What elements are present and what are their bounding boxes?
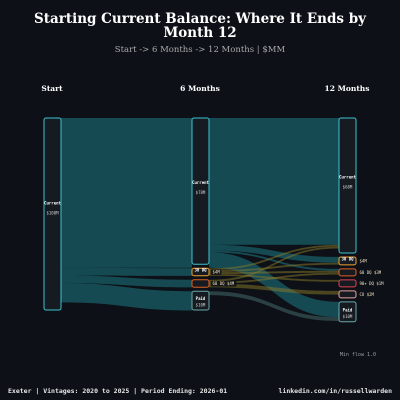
chart-title-line2: Month 12	[163, 25, 236, 41]
side-label-e_dq60: 60 DQ $3M	[360, 270, 382, 275]
flow-m_dq60-to-e_co	[209, 283, 339, 295]
flow-m_dq30-to-e_current	[209, 244, 339, 271]
node-e_dq90	[338, 279, 357, 288]
stage-label-start: Start	[41, 84, 63, 93]
side-label-bg-e_dq60	[358, 269, 384, 276]
node-label-e_current: Current	[339, 175, 356, 180]
side-label-bg-m_dq60	[211, 281, 237, 287]
node-m_paid	[191, 290, 210, 311]
node-m_dq60	[191, 279, 210, 288]
flow-s_current-to-m_dq60	[61, 275, 192, 288]
flow-m_current-to-e_current	[209, 118, 339, 245]
node-m_current	[191, 117, 210, 265]
node-label-e_dq30: 30 DQ	[341, 256, 354, 261]
flow-m_dq30-to-e_dq60	[209, 270, 339, 275]
side-label-bg-e_dq90	[358, 280, 386, 287]
stage-nodes	[43, 117, 357, 323]
node-label-m_paid: Paid	[196, 296, 206, 301]
footer-source: Exeter | Vintages: 2020 to 2025 | Period…	[8, 387, 227, 396]
flow-m_paid-to-e_paid	[209, 291, 339, 322]
node-value-e_current: $68M	[343, 185, 353, 190]
node-label-m_current: Current	[192, 180, 209, 185]
chart-subtitle: Start -> 6 Months -> 12 Months | $MM	[115, 45, 286, 55]
side-label-e_dq90: 90+ DQ $1M	[360, 281, 385, 286]
flow-links	[61, 118, 339, 322]
chart-title-line1: Starting Current Balance: Where It Ends …	[34, 11, 367, 27]
flow-m_current-to-e_paid	[209, 252, 339, 318]
flow-m_dq30-to-e_dq30	[209, 262, 339, 273]
node-label-e_paid: Paid	[343, 307, 353, 312]
node-value-m_current: $78M	[196, 190, 206, 195]
node-e_paid	[338, 301, 357, 323]
node-labels: Current $100M Current $78M 30 DQ $4M 60 DQ $4M…	[44, 175, 386, 319]
flow-m_current-to-e_dq30	[209, 244, 339, 263]
side-label-m_dq60: 60 DQ $4M	[213, 281, 235, 286]
node-e_dq30	[338, 256, 357, 266]
node-e_current	[338, 117, 357, 254]
side-label-bg-e_co	[358, 291, 376, 298]
node-m_dq30	[191, 267, 210, 277]
flow-s_current-to-m_paid	[61, 283, 192, 311]
node-s_current	[43, 117, 62, 311]
side-label-bg-m_dq30	[211, 269, 222, 275]
stage-label-12-months: 12 Months	[325, 84, 370, 93]
side-label-e_dq30: $4M	[360, 258, 368, 263]
node-value-s_current: $100M	[46, 210, 59, 215]
side-label-m_dq30: $4M	[213, 270, 221, 275]
flow-s_current-to-m_dq30	[61, 267, 192, 276]
flow-m_current-to-e_dq60	[209, 250, 339, 271]
flow-m_dq60-to-e_current	[209, 246, 339, 282]
node-label-m_dq30: 30 DQ	[194, 268, 207, 273]
node-value-e_paid: $10M	[343, 314, 353, 319]
node-label-s_current: Current	[44, 200, 61, 205]
node-value-m_paid: $10M	[196, 303, 206, 308]
footer-credit: linkedin.com/in/russellwarden	[279, 387, 393, 395]
flow-s_current-to-m_current	[61, 118, 192, 268]
node-e_dq60	[338, 268, 357, 277]
stage-label-6-months: 6 Months	[180, 84, 220, 93]
node-e_co	[338, 290, 357, 299]
side-label-bg-e_dq30	[358, 258, 369, 264]
flow-m_dq60-to-e_dq60	[209, 272, 339, 284]
min-flow-note: Min flow 1.0	[340, 352, 376, 358]
side-label-e_co: CO $2M	[360, 292, 375, 297]
